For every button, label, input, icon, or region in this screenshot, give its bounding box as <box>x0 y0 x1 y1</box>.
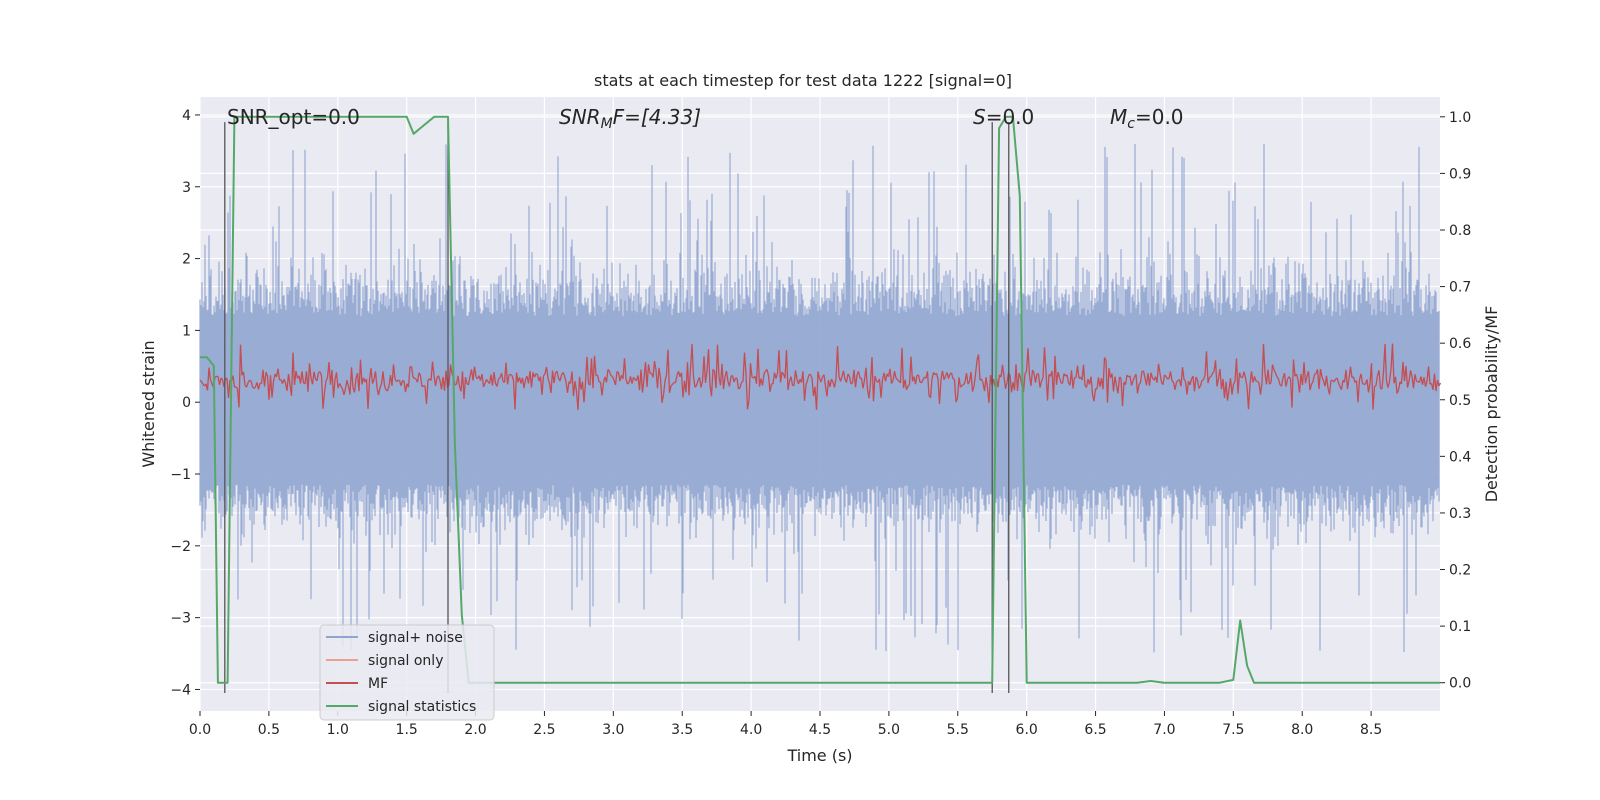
x-tick-label: 5.5 <box>947 722 969 738</box>
y-tick-label-right: 0.8 <box>1449 223 1471 239</box>
annotation-mc: Mc=0.0 <box>1110 105 1184 132</box>
annotation-snr-mf-suffix: F=[4.33] <box>613 105 701 129</box>
y-tick-label-left: 1 <box>182 323 191 339</box>
y-tick-label-left: −4 <box>170 682 191 698</box>
x-tick-label: 4.5 <box>809 722 831 738</box>
y-tick-label-right: 0.5 <box>1449 393 1471 409</box>
x-tick-label: 2.0 <box>464 722 486 738</box>
signal-statistics-line <box>200 115 1440 684</box>
y-tick-label-right: 0.9 <box>1449 166 1471 182</box>
x-tick-label: 6.0 <box>1016 722 1038 738</box>
x-tick-label: 0.5 <box>258 722 280 738</box>
y-tick-label-right: 0.1 <box>1449 619 1471 635</box>
y-tick-label-right: 0.3 <box>1449 506 1471 522</box>
annotation-snr-mf-sub: M <box>601 116 613 132</box>
x-tick-label: 0.0 <box>189 722 211 738</box>
y-axis-label-left: Whitened strain <box>139 340 158 467</box>
annotation-snr-mf: SNRMF=[4.33] <box>559 105 701 132</box>
y-tick-label-right: 0.7 <box>1449 280 1471 296</box>
legend-label-signal-noise: signal+ noise <box>368 630 463 646</box>
x-tick-label: 1.0 <box>327 722 349 738</box>
y-tick-label-right: 0.4 <box>1449 449 1471 465</box>
x-tick-label: 2.5 <box>533 722 555 738</box>
y-tick-label-left: 0 <box>182 395 191 411</box>
annotation-snr-mf-prefix: SNR <box>559 105 601 129</box>
x-tick-label: 8.5 <box>1360 722 1382 738</box>
y-ticks-right: 1.0 0.9 0.8 0.7 0.6 0.5 0.4 0.3 0.2 0.1 0.0 <box>1440 110 1471 692</box>
annotation-s-value: =0.0 <box>986 105 1035 129</box>
y-tick-label-left: 3 <box>182 180 191 196</box>
chart-title: stats at each timestep for test data 122… <box>594 71 1012 90</box>
y-axis-label-right: Detection probability/MF <box>1482 306 1501 503</box>
annotation-mc-value: =0.0 <box>1135 105 1184 129</box>
legend: signal+ noise signal only MF signal stat… <box>319 624 495 721</box>
y-tick-label-right: 0.6 <box>1449 336 1471 352</box>
annotation-s-symbol: S <box>973 105 986 129</box>
annotation-s: S=0.0 <box>973 105 1034 129</box>
x-tick-label: 7.5 <box>1222 722 1244 738</box>
legend-label-signal-statistics: signal statistics <box>368 699 476 715</box>
x-tick-label: 5.0 <box>878 722 900 738</box>
y-tick-label-left: 2 <box>182 252 191 268</box>
y-tick-label-left: −2 <box>170 539 191 555</box>
x-tick-label: 8.0 <box>1291 722 1313 738</box>
marker-lines <box>224 122 1010 694</box>
y-tick-label-left: 4 <box>182 108 191 124</box>
y-tick-label-right: 0.2 <box>1449 563 1471 579</box>
series-mf <box>199 343 1442 411</box>
annotation-snr-opt: SNR_opt=0.0 <box>227 105 360 129</box>
y-tick-label-right: 0.0 <box>1449 676 1471 692</box>
x-tick-label: 6.5 <box>1084 722 1106 738</box>
x-tick-label: 7.0 <box>1153 722 1175 738</box>
x-axis-label: Time (s) <box>786 746 852 765</box>
x-ticks: 0.0 0.5 1.0 1.5 2.0 2.5 3.0 3.5 4.0 4.5 5.0 5.5 6.0 6… <box>189 711 1382 738</box>
x-tick-label: 3.0 <box>602 722 624 738</box>
legend-label-mf: MF <box>368 676 388 692</box>
annotation-mc-sub: c <box>1127 116 1135 132</box>
series-signal-statistics <box>200 115 1440 684</box>
y-ticks-left: 4 3 2 1 0 −1 −2 −3 −4 <box>170 108 200 698</box>
y-tick-label-right: 1.0 <box>1449 110 1471 126</box>
x-tick-label: 4.0 <box>740 722 762 738</box>
y-tick-label-left: −1 <box>170 467 191 483</box>
annotation-mc-symbol: M <box>1110 105 1127 129</box>
legend-box <box>319 624 495 721</box>
x-tick-label: 3.5 <box>671 722 693 738</box>
x-tick-label: 1.5 <box>396 722 418 738</box>
y-tick-label-left: −3 <box>170 611 191 627</box>
mf-trace <box>199 343 1442 411</box>
legend-label-signal-only: signal only <box>368 653 443 669</box>
